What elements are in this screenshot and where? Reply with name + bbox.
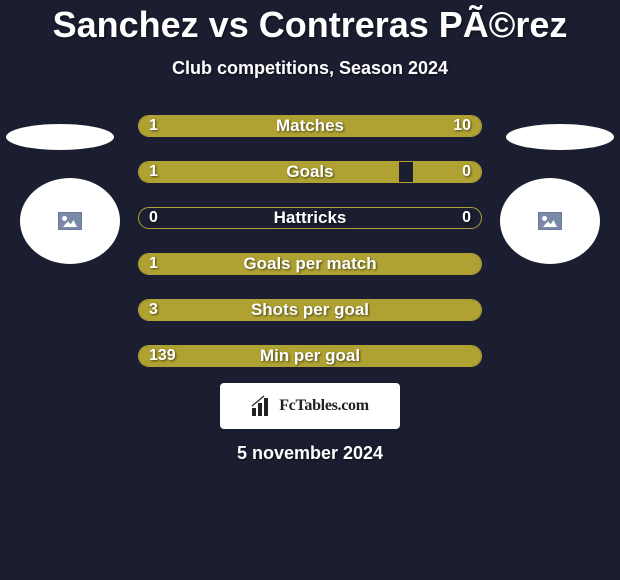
bar-label: Goals per match bbox=[243, 254, 376, 274]
bars-icon bbox=[251, 395, 273, 417]
bar-value-left: 0 bbox=[149, 209, 158, 227]
stat-bar: 1 10 Matches bbox=[138, 115, 482, 137]
stat-bar: 139 Min per goal bbox=[138, 345, 482, 367]
bar-fill-left bbox=[139, 162, 399, 182]
bar-label: Matches bbox=[276, 116, 344, 136]
stat-bar: 0 0 Hattricks bbox=[138, 207, 482, 229]
date: 5 november 2024 bbox=[0, 443, 620, 464]
photo-placeholder-icon bbox=[538, 212, 562, 230]
bar-label: Goals bbox=[286, 162, 333, 182]
player2-avatar bbox=[500, 178, 600, 264]
page-title: Sanchez vs Contreras PÃ©rez bbox=[0, 4, 620, 46]
bar-value-right: 10 bbox=[453, 117, 471, 135]
stat-bar: 1 0 Goals bbox=[138, 161, 482, 183]
branding-text: FcTables.com bbox=[279, 397, 369, 415]
stat-bars: 110Matches10Goals00Hattricks1Goals per m… bbox=[138, 115, 482, 367]
player1-flag-ellipse bbox=[6, 124, 114, 150]
bar-label: Min per goal bbox=[260, 346, 360, 366]
bar-label: Hattricks bbox=[274, 208, 347, 228]
bar-value-left: 139 bbox=[149, 347, 176, 365]
subtitle: Club competitions, Season 2024 bbox=[0, 58, 620, 79]
stat-bar: 1 Goals per match bbox=[138, 253, 482, 275]
bar-value-right: 0 bbox=[462, 209, 471, 227]
bar-label: Shots per goal bbox=[251, 300, 369, 320]
bar-value-left: 1 bbox=[149, 255, 158, 273]
stat-bar: 3 Shots per goal bbox=[138, 299, 482, 321]
bar-value-right: 0 bbox=[462, 163, 471, 181]
player2-flag-ellipse bbox=[506, 124, 614, 150]
bar-value-left: 3 bbox=[149, 301, 158, 319]
branding-badge: FcTables.com bbox=[220, 383, 400, 429]
bar-value-left: 1 bbox=[149, 163, 158, 181]
photo-placeholder-icon bbox=[58, 212, 82, 230]
player1-avatar bbox=[20, 178, 120, 264]
bar-value-left: 1 bbox=[149, 117, 158, 135]
